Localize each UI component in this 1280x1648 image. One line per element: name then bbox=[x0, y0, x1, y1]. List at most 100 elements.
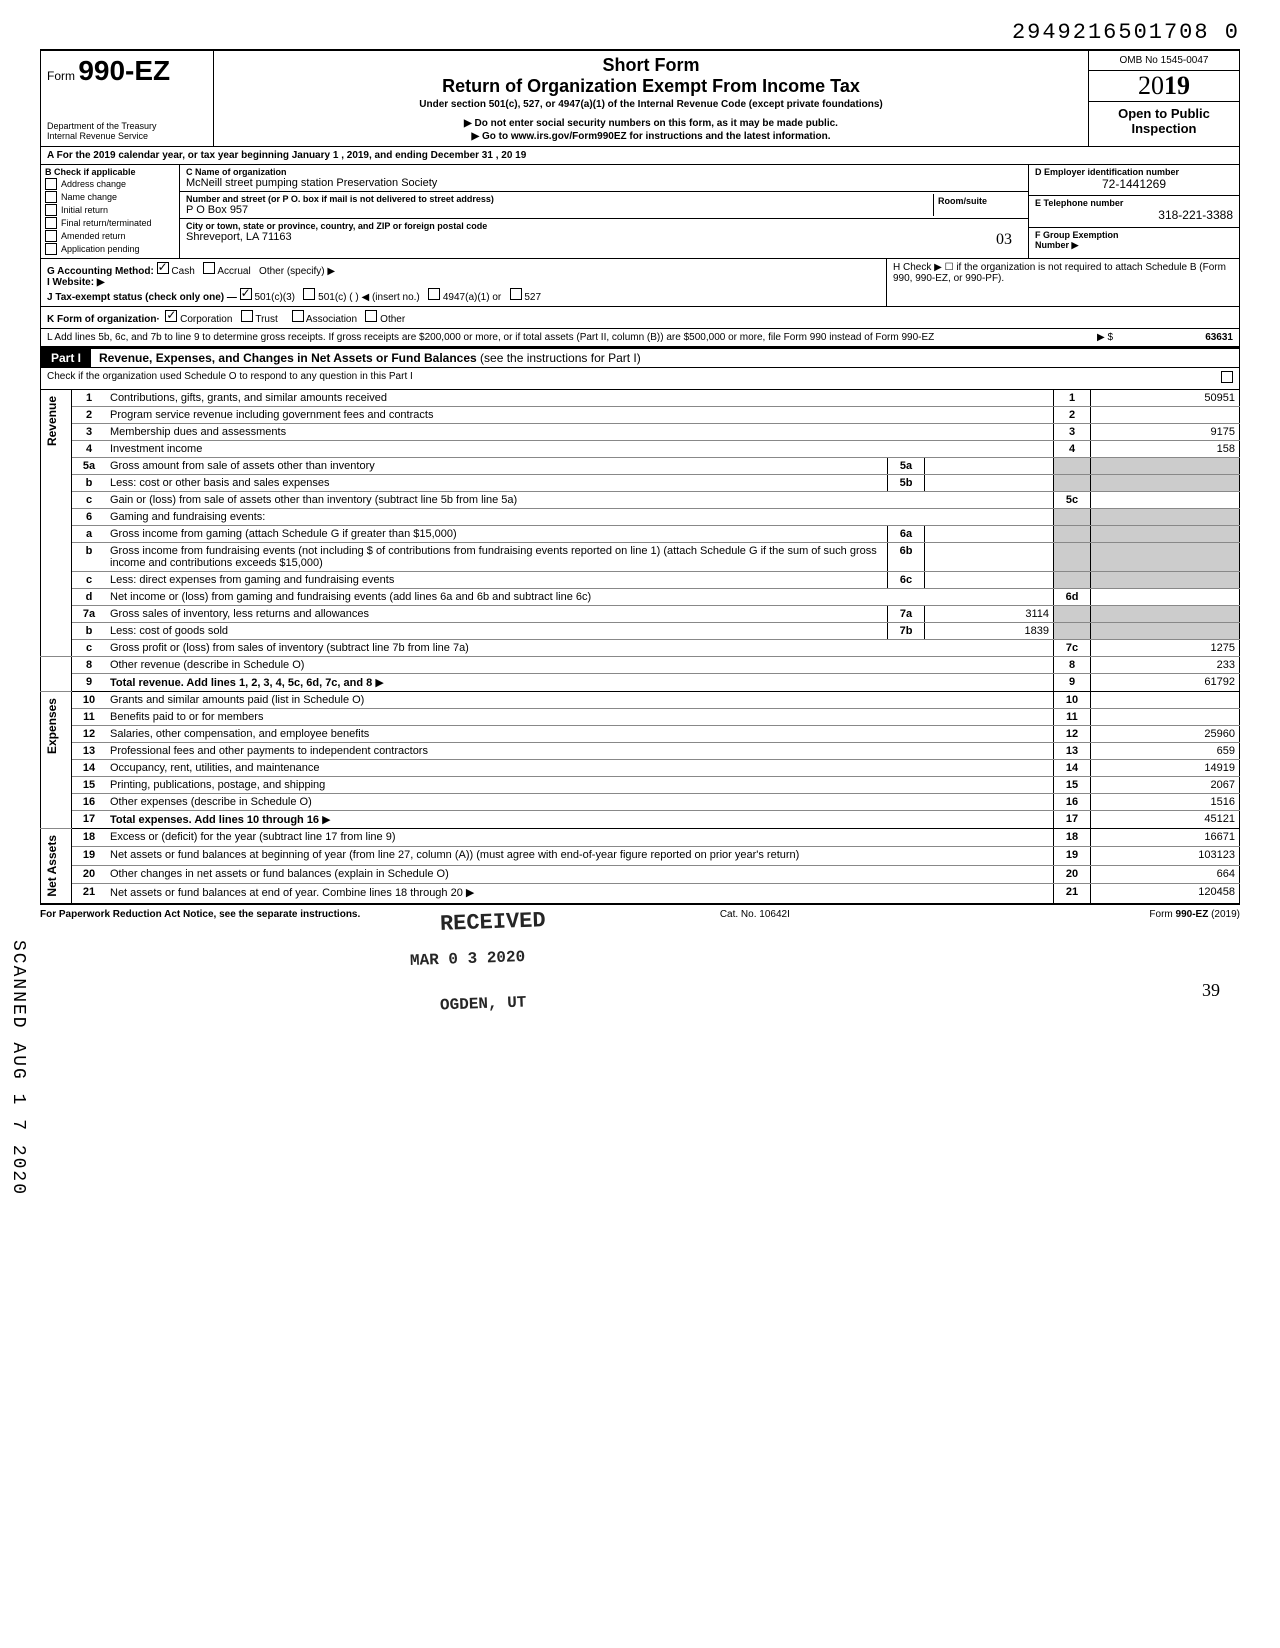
i-line: I Website: ▶ bbox=[47, 277, 880, 288]
subamt bbox=[925, 458, 1054, 475]
amt: 1275 bbox=[1091, 640, 1240, 657]
g-label: G Accounting Method: bbox=[47, 266, 154, 277]
lineno: b bbox=[72, 623, 107, 640]
lineno: c bbox=[72, 640, 107, 657]
lineno: 11 bbox=[72, 709, 107, 726]
short-form-title: Short Form bbox=[222, 55, 1080, 76]
form-no-big: 990-EZ bbox=[78, 55, 170, 86]
desc: Less: cost of goods sold bbox=[110, 625, 228, 637]
checkbox-icon[interactable] bbox=[203, 262, 215, 274]
checkbox-icon[interactable] bbox=[303, 288, 315, 300]
chk-application-pending[interactable]: Application pending bbox=[45, 243, 175, 255]
desc: Printing, publications, postage, and shi… bbox=[110, 779, 325, 791]
checkbox-icon[interactable] bbox=[510, 288, 522, 300]
c-city-row: City or town, state or province, country… bbox=[180, 219, 1028, 251]
line-6d: d Net income or (loss) from gaming and f… bbox=[41, 589, 1240, 606]
g-other: Other (specify) ▶ bbox=[259, 266, 335, 277]
subtitle-1: Under section 501(c), 527, or 4947(a)(1)… bbox=[222, 99, 1080, 110]
desc: Gain or (loss) from sale of assets other… bbox=[110, 494, 517, 506]
amt: 103123 bbox=[1091, 847, 1240, 865]
row-g-h: G Accounting Method: Cash Accrual Other … bbox=[40, 259, 1240, 307]
desc: Membership dues and assessments bbox=[110, 426, 286, 438]
return-title: Return of Organization Exempt From Incom… bbox=[222, 76, 1080, 97]
desc: Gross income from fundraising events (no… bbox=[110, 545, 877, 569]
lineno: c bbox=[72, 492, 107, 509]
lineno: 16 bbox=[72, 794, 107, 811]
subamt: 3114 bbox=[925, 606, 1054, 623]
line-14: 14 Occupancy, rent, utilities, and maint… bbox=[41, 760, 1240, 777]
line-10: Expenses 10 Grants and similar amounts p… bbox=[41, 692, 1240, 709]
rno-shade bbox=[1054, 623, 1091, 640]
checkbox-checked-icon[interactable] bbox=[240, 288, 252, 300]
checkbox-icon[interactable] bbox=[365, 310, 377, 322]
footer-mid: Cat. No. 10642I bbox=[720, 909, 790, 920]
rno: 8 bbox=[1054, 657, 1091, 674]
desc: Total revenue. Add lines 1, 2, 3, 4, 5c,… bbox=[110, 677, 372, 689]
amt bbox=[1091, 709, 1240, 726]
col-d-e-f: D Employer identification number 72-1441… bbox=[1028, 165, 1239, 258]
lineno: 6 bbox=[72, 509, 107, 526]
rno: 1 bbox=[1054, 390, 1091, 407]
footer-right-year: (2019) bbox=[1208, 909, 1240, 920]
subno: 6b bbox=[888, 543, 925, 572]
chk-amended[interactable]: Amended return bbox=[45, 230, 175, 242]
chk-final-return[interactable]: Final return/terminated bbox=[45, 217, 175, 229]
amt-shade bbox=[1091, 572, 1240, 589]
rno: 15 bbox=[1054, 777, 1091, 794]
checkbox-icon[interactable] bbox=[1221, 371, 1233, 383]
row-k: K Form of organization· Corporation Trus… bbox=[40, 307, 1240, 329]
amt-shade bbox=[1091, 623, 1240, 640]
desc: Gross profit or (loss) from sales of inv… bbox=[110, 642, 469, 654]
subno: 5b bbox=[888, 475, 925, 492]
rno-shade bbox=[1054, 509, 1091, 526]
chk-initial-return[interactable]: Initial return bbox=[45, 204, 175, 216]
subamt: 1839 bbox=[925, 623, 1054, 640]
expenses-side-label: Expenses bbox=[45, 694, 59, 758]
part-title-bold: Revenue, Expenses, and Changes in Net As… bbox=[99, 351, 477, 365]
line-6c: c Less: direct expenses from gaming and … bbox=[41, 572, 1240, 589]
checkbox-icon[interactable] bbox=[428, 288, 440, 300]
checkbox-checked-icon[interactable] bbox=[165, 310, 177, 322]
checkbox-icon bbox=[45, 243, 57, 255]
chk-name-change[interactable]: Name change bbox=[45, 191, 175, 203]
lineno: 13 bbox=[72, 743, 107, 760]
handwritten-03: 03 bbox=[996, 231, 1012, 249]
rno: 7c bbox=[1054, 640, 1091, 657]
lineno: d bbox=[72, 589, 107, 606]
j-label: J Tax-exempt status (check only one) — bbox=[47, 292, 237, 303]
rno: 11 bbox=[1054, 709, 1091, 726]
checkbox-checked-icon[interactable] bbox=[157, 262, 169, 274]
line-8: 8 Other revenue (describe in Schedule O)… bbox=[41, 657, 1240, 674]
amt: 45121 bbox=[1091, 811, 1240, 829]
line-17: 17 Total expenses. Add lines 10 through … bbox=[41, 811, 1240, 829]
lineno: 1 bbox=[72, 390, 107, 407]
chk-address-change[interactable]: Address change bbox=[45, 178, 175, 190]
subno: 6c bbox=[888, 572, 925, 589]
subamt bbox=[925, 475, 1054, 492]
checkbox-icon bbox=[45, 230, 57, 242]
amt: 158 bbox=[1091, 441, 1240, 458]
l-text: L Add lines 5b, 6c, and 7b to line 9 to … bbox=[47, 332, 1097, 343]
amt-shade bbox=[1091, 606, 1240, 623]
subtitle-2b: ▶ Go to www.irs.gov/Form990EZ for instru… bbox=[222, 131, 1080, 142]
rno-shade bbox=[1054, 475, 1091, 492]
checkbox-icon bbox=[45, 204, 57, 216]
lineno: 17 bbox=[72, 811, 107, 829]
c-name-row: C Name of organization McNeill street pu… bbox=[180, 165, 1028, 192]
line-5b: b Less: cost or other basis and sales ex… bbox=[41, 475, 1240, 492]
chk-label: Amended return bbox=[61, 231, 126, 241]
checkbox-icon[interactable] bbox=[241, 310, 253, 322]
city-val: Shreveport, LA 71163 bbox=[186, 231, 292, 243]
addr: P O Box 957 bbox=[186, 204, 933, 216]
checkbox-icon[interactable] bbox=[292, 310, 304, 322]
amt: 9175 bbox=[1091, 424, 1240, 441]
desc: Net income or (loss) from gaming and fun… bbox=[110, 591, 591, 603]
j-line: J Tax-exempt status (check only one) — 5… bbox=[47, 288, 880, 303]
amt bbox=[1091, 692, 1240, 709]
omb-number: OMB No 1545-0047 bbox=[1089, 51, 1239, 71]
arrow-icon bbox=[375, 677, 383, 689]
j-4947: 4947(a)(1) or bbox=[443, 292, 501, 303]
header-left: Form 990-EZ Department of the Treasury I… bbox=[41, 51, 214, 146]
lineno: 4 bbox=[72, 441, 107, 458]
desc: Less: direct expenses from gaming and fu… bbox=[110, 574, 394, 586]
